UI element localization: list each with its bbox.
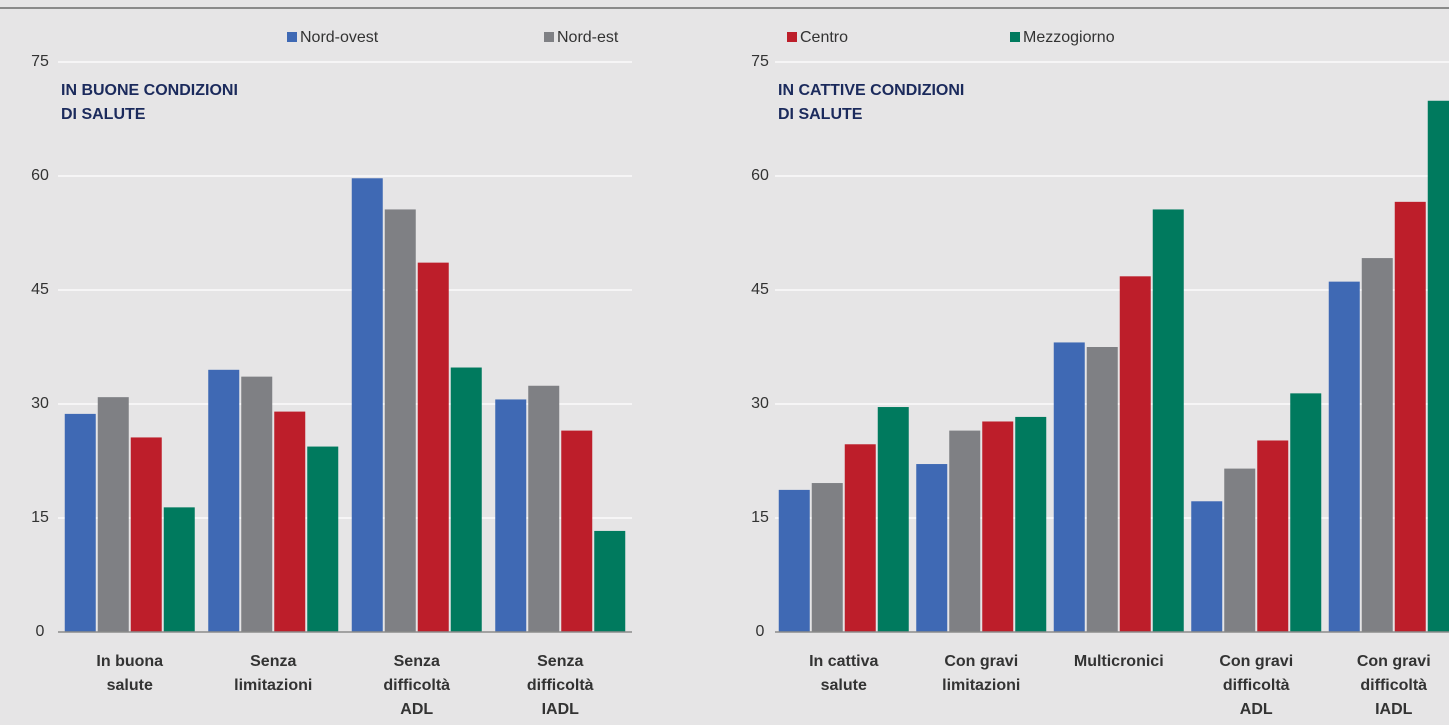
- x-tick-label: Multicronici: [1074, 653, 1164, 670]
- x-tick-label: limitazioni: [942, 677, 1020, 694]
- legend-swatch: [544, 32, 554, 42]
- bar: [778, 489, 810, 632]
- bar: [274, 411, 306, 632]
- x-tick-label: ADL: [1240, 701, 1273, 718]
- x-tick-label: IADL: [542, 701, 580, 718]
- y-tick-label: 60: [751, 167, 769, 184]
- legend-label: Mezzogiorno: [1023, 29, 1115, 46]
- x-tick-label: salute: [107, 677, 153, 694]
- bar: [97, 397, 129, 632]
- chart-title: DI SALUTE: [61, 106, 146, 123]
- y-tick-label: 0: [756, 623, 765, 640]
- x-tick-label: Senza: [250, 653, 296, 670]
- bar: [561, 430, 593, 632]
- bar: [1328, 281, 1360, 632]
- x-tick-label: Senza: [537, 653, 583, 670]
- bar: [1152, 209, 1184, 632]
- x-tick-label: Con gravi: [1219, 653, 1293, 670]
- bar: [877, 407, 909, 632]
- x-tick-label: Con gravi: [944, 653, 1018, 670]
- bar: [384, 209, 416, 632]
- y-tick-label: 30: [31, 395, 49, 412]
- x-tick-label: Senza: [394, 653, 440, 670]
- x-tick-label: ADL: [400, 701, 433, 718]
- legend-swatch: [1010, 32, 1020, 42]
- bar: [351, 178, 383, 632]
- bar: [1361, 258, 1393, 632]
- bar: [1015, 416, 1047, 632]
- bar: [1086, 347, 1118, 632]
- x-tick-label: difficoltà: [1360, 677, 1427, 694]
- legend-swatch: [787, 32, 797, 42]
- chart-title: IN BUONE CONDIZIONI: [61, 82, 238, 99]
- y-tick-label: 0: [36, 623, 45, 640]
- x-tick-label: In buona: [96, 653, 163, 670]
- bar: [163, 507, 195, 632]
- bar: [528, 385, 560, 632]
- bar: [811, 483, 843, 632]
- legend-swatch: [287, 32, 297, 42]
- bar: [450, 367, 482, 632]
- bar: [1257, 440, 1289, 632]
- bar: [916, 464, 948, 632]
- bar: [949, 430, 981, 632]
- x-tick-label: limitazioni: [234, 677, 312, 694]
- x-tick-label: salute: [821, 677, 867, 694]
- x-tick-label: difficoltà: [527, 677, 594, 694]
- bar: [495, 399, 527, 632]
- y-tick-label: 75: [31, 53, 49, 70]
- chart-title: IN CATTIVE CONDIZIONI: [778, 82, 964, 99]
- bar: [594, 530, 626, 632]
- y-tick-label: 15: [751, 509, 769, 526]
- chart-title: DI SALUTE: [778, 106, 863, 123]
- y-tick-label: 30: [751, 395, 769, 412]
- x-tick-label: Con gravi: [1357, 653, 1431, 670]
- x-tick-label: IADL: [1375, 701, 1413, 718]
- legend-label: Nord-est: [557, 29, 619, 46]
- legend-label: Nord-ovest: [300, 29, 379, 46]
- bar: [208, 369, 240, 632]
- y-tick-label: 60: [31, 167, 49, 184]
- bar: [844, 444, 876, 632]
- x-tick-label: difficoltà: [1223, 677, 1290, 694]
- bar: [307, 446, 339, 632]
- y-tick-label: 45: [751, 281, 769, 298]
- bar: [1224, 468, 1256, 632]
- legend-label: Centro: [800, 29, 848, 46]
- y-tick-label: 45: [31, 281, 49, 298]
- bar: [241, 376, 273, 632]
- bar: [1427, 100, 1449, 632]
- bar: [1394, 201, 1426, 632]
- y-tick-label: 15: [31, 509, 49, 526]
- bar: [130, 437, 162, 632]
- bar: [417, 262, 449, 632]
- bar: [1191, 501, 1223, 632]
- x-tick-label: difficoltà: [383, 677, 450, 694]
- bar: [982, 421, 1014, 632]
- bar: [1290, 393, 1322, 632]
- y-tick-label: 75: [751, 53, 769, 70]
- bar: [64, 413, 96, 632]
- bar: [1119, 276, 1151, 632]
- x-tick-label: In cattiva: [809, 653, 878, 670]
- bar: [1053, 342, 1085, 632]
